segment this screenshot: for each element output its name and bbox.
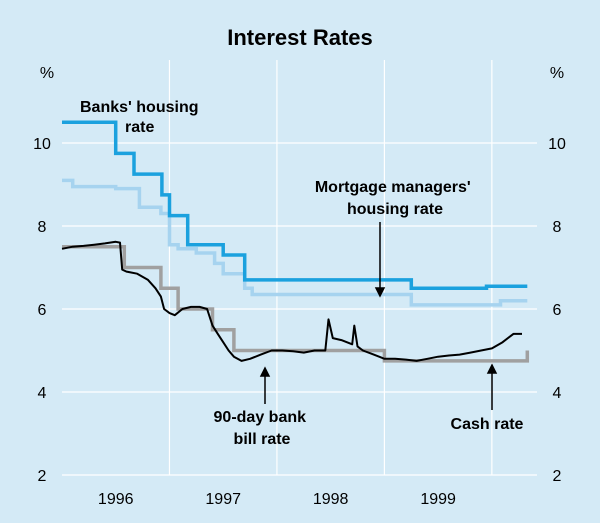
annotation-mortgage-line-1: Mortgage managers'	[315, 179, 471, 196]
arrowhead-90-day-bill	[259, 366, 271, 377]
y-tick-left-6: 6	[38, 302, 47, 319]
series-layer	[61, 120, 530, 363]
ticks-layer: 2 2 4 4 6 6 8 8 10 10 1996 1997 1998 1999	[33, 136, 566, 508]
y-tick-right-2: 2	[553, 468, 562, 485]
annotation-banks-housing-rate: Banks' housing rate	[80, 99, 203, 136]
annotation-bill-line-1: 90-day bank	[214, 409, 307, 426]
y-unit-left: %	[40, 65, 54, 82]
x-tick-1996: 1996	[98, 491, 134, 508]
annotation-banks-line-1: Banks' housing	[80, 99, 198, 116]
annotation-bill-line-2: bill rate	[234, 431, 291, 448]
annotation-90-day-bank-bill: 90-day bank bill rate	[214, 409, 311, 448]
y-tick-left-2: 2	[38, 468, 47, 485]
annotation-cash-line-1: Cash rate	[451, 416, 524, 433]
annotation-mortgage-line-2: housing rate	[347, 201, 443, 218]
y-tick-right-8: 8	[553, 219, 562, 236]
y-tick-right-4: 4	[553, 385, 562, 402]
series-cash-rate	[62, 244, 530, 363]
annotations-layer: Banks' housing rate Mortgage managers' h…	[80, 99, 524, 448]
x-tick-1998: 1998	[313, 491, 349, 508]
y-tick-left-8: 8	[38, 219, 47, 236]
arrowhead-mortgage-managers	[374, 287, 386, 298]
annotation-cash-rate: Cash rate	[451, 416, 524, 433]
x-tick-1997: 1997	[205, 491, 241, 508]
y-tick-left-10: 10	[33, 136, 51, 153]
arrowhead-cash-rate	[486, 363, 498, 374]
series-90-day-bank-bill-rate	[61, 240, 522, 362]
x-tick-1999: 1999	[420, 491, 456, 508]
y-unit-right: %	[550, 65, 564, 82]
annotation-banks-line-2: rate	[125, 119, 154, 136]
annotation-mortgage-managers: Mortgage managers' housing rate	[315, 179, 475, 218]
series-mortgage-managers-housing-rate	[62, 178, 528, 307]
y-tick-right-10: 10	[548, 136, 566, 153]
y-tick-right-6: 6	[553, 302, 562, 319]
y-tick-left-4: 4	[38, 385, 47, 402]
series-banks-housing-rate	[62, 120, 528, 291]
chart-title: Interest Rates	[227, 25, 373, 50]
